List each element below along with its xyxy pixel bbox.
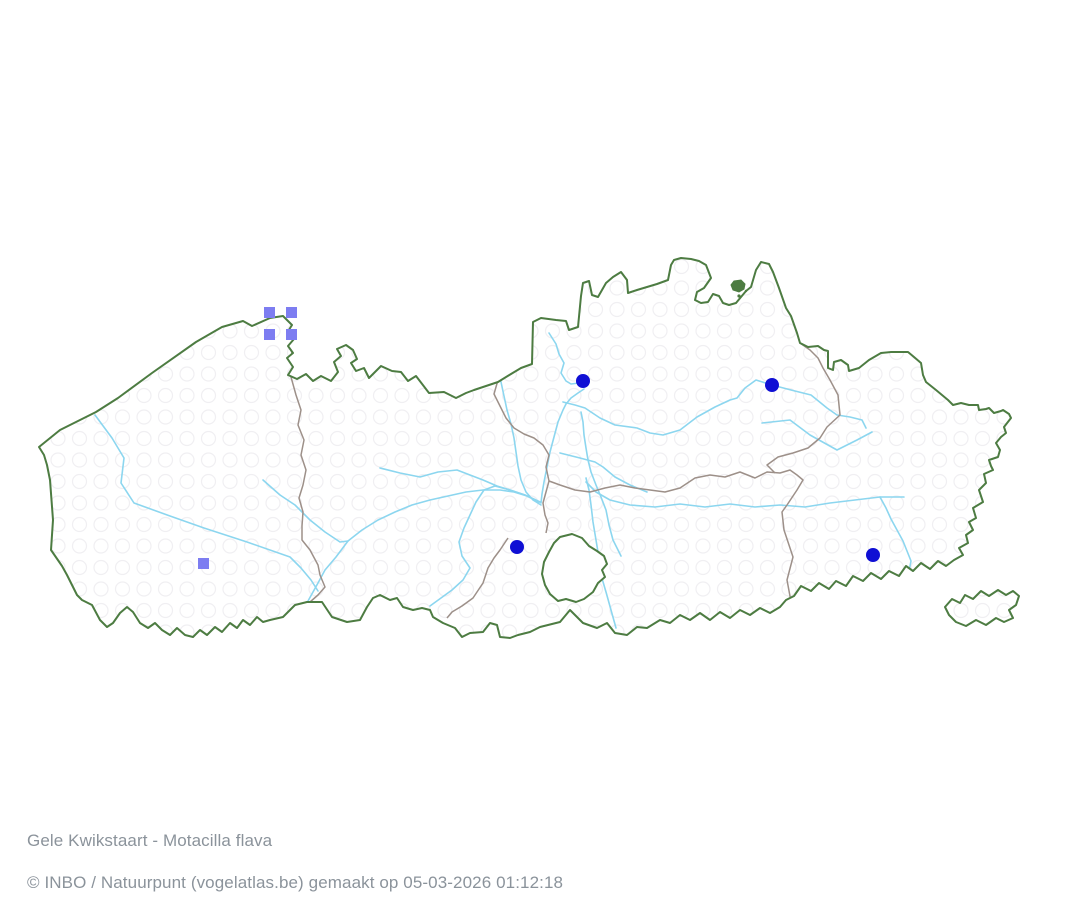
dot-marker (576, 374, 590, 388)
square-marker (286, 307, 297, 318)
province-border (766, 342, 841, 474)
river (488, 334, 542, 506)
square-marker (286, 329, 297, 340)
dot-marker (510, 540, 524, 554)
survey-grid (39, 258, 1019, 638)
square-marker (264, 329, 275, 340)
river (94, 414, 319, 592)
province-border (446, 537, 509, 619)
river (562, 379, 867, 436)
square-marker (198, 558, 209, 569)
copyright-line: © INBO / Natuurpunt (vogelatlas.be) gema… (27, 873, 564, 892)
province-border (781, 504, 794, 608)
baarle-enclave (730, 279, 746, 293)
baarle-enclave-dot (737, 294, 741, 298)
river (580, 411, 622, 557)
species-title: Gele Kwikstaart - Motacilla flava (27, 831, 273, 850)
river (379, 467, 541, 503)
river (548, 332, 585, 385)
square-marker (264, 307, 275, 318)
dot-marker (765, 378, 779, 392)
river (585, 481, 905, 508)
river (262, 479, 349, 543)
river (307, 489, 540, 602)
province-border (289, 345, 326, 603)
dot-marker (866, 548, 880, 562)
baarle-enclave-dot (744, 289, 748, 293)
river (585, 477, 617, 629)
river (559, 452, 648, 493)
province-border (489, 335, 550, 534)
river (540, 388, 585, 504)
province-border (548, 469, 804, 506)
province-borders-layer (289, 335, 841, 619)
region-outline (38, 257, 1020, 639)
river (761, 419, 873, 451)
